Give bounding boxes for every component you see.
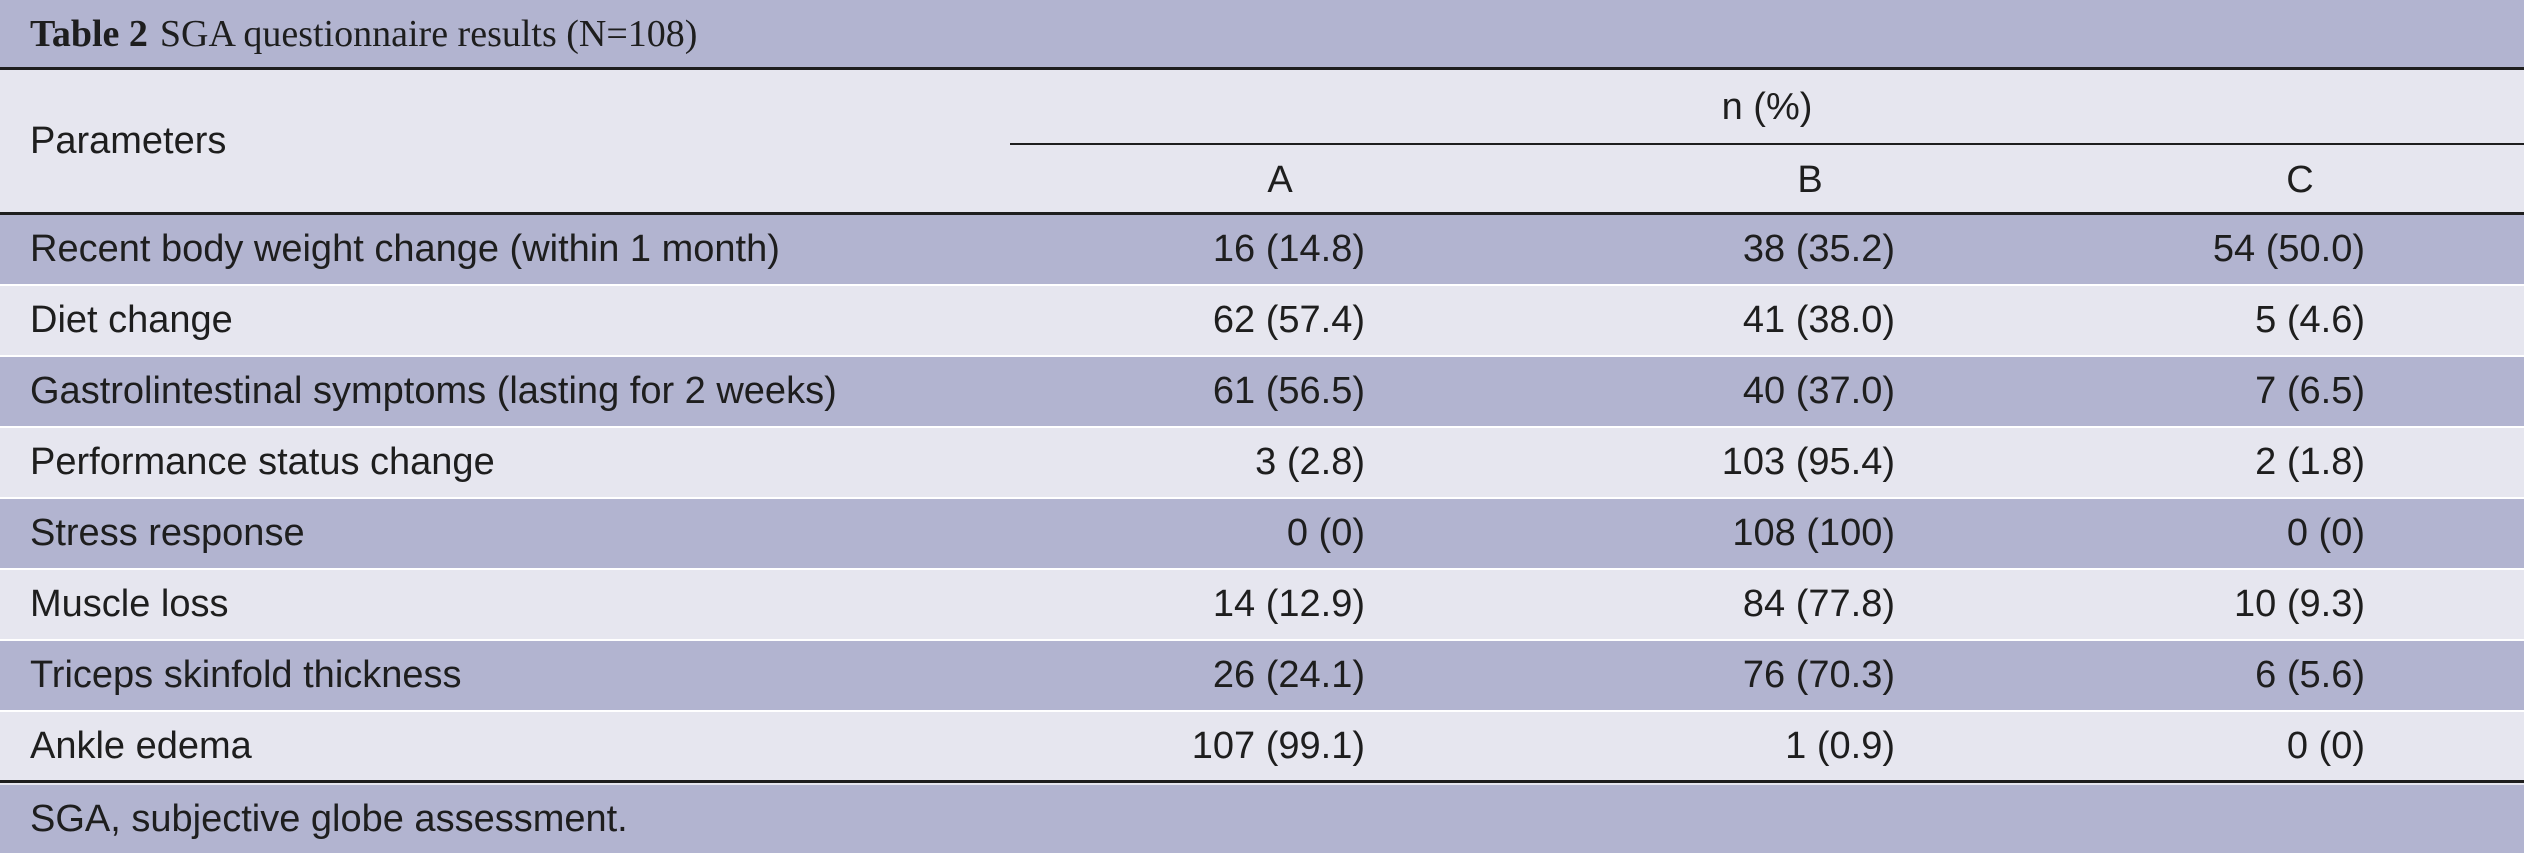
row-value-a: 3 (2.8) [1255, 441, 1365, 483]
table-row: Stress response 0 (0) 108 (100) 0 (0) [0, 499, 2524, 570]
header-group-n-percent: n (%) [1721, 86, 1813, 128]
row-value-c: 5 (4.6) [2255, 299, 2365, 341]
table-row: Ankle edema 107 (99.1) 1 (0.9) 0 (0) [0, 712, 2524, 783]
row-value-c: 6 (5.6) [2255, 654, 2365, 696]
row-value-c: 10 (9.3) [2234, 583, 2365, 625]
row-value-a: 107 (99.1) [1191, 724, 1365, 767]
table-body: Recent body weight change (within 1 mont… [0, 215, 2524, 783]
table-row: Diet change 62 (57.4) 41 (38.0) 5 (4.6) [0, 286, 2524, 357]
header-col-a: A [1267, 158, 1293, 201]
table-row: Muscle loss 14 (12.9) 84 (77.8) 10 (9.3) [0, 570, 2524, 641]
row-parameter: Gastrolintestinal symptoms (lasting for … [30, 370, 837, 412]
row-value-c: 7 (6.5) [2255, 370, 2365, 412]
row-value-b: 76 (70.3) [1742, 654, 1895, 696]
header-col-b: B [1797, 158, 1823, 201]
row-value-b: 1 (0.9) [1785, 724, 1895, 767]
row-value-b: 103 (95.4) [1721, 441, 1895, 483]
row-value-a: 16 (14.8) [1212, 228, 1365, 270]
row-value-c: 0 (0) [2286, 512, 2365, 554]
table-row: Triceps skinfold thickness 26 (24.1) 76 … [0, 641, 2524, 712]
row-value-a: 61 (56.5) [1212, 370, 1365, 412]
table-footnote: SGA, subjective globe assessment. [0, 785, 2524, 853]
row-parameter: Performance status change [30, 441, 495, 483]
row-parameter: Diet change [30, 299, 233, 341]
row-parameter: Muscle loss [30, 583, 229, 625]
table-number: Table 2 [30, 12, 148, 55]
row-value-c: 54 (50.0) [2212, 228, 2365, 270]
table-row: Performance status change 3 (2.8) 103 (9… [0, 428, 2524, 499]
row-value-b: 108 (100) [1732, 512, 1895, 554]
row-parameter: Triceps skinfold thickness [30, 654, 462, 696]
row-value-c: 2 (1.8) [2255, 441, 2365, 483]
row-parameter: Ankle edema [30, 724, 252, 767]
table-title: Table 2 SGA questionnaire results (N=108… [0, 0, 2524, 70]
row-value-b: 84 (77.8) [1742, 583, 1895, 625]
header-group-rule [1010, 143, 2524, 145]
row-value-b: 38 (35.2) [1742, 228, 1895, 270]
table-row: Gastrolintestinal symptoms (lasting for … [0, 357, 2524, 428]
row-value-b: 40 (37.0) [1742, 370, 1895, 412]
header-parameters: Parameters [30, 119, 227, 162]
row-value-a: 14 (12.9) [1212, 583, 1365, 625]
row-value-a: 62 (57.4) [1212, 299, 1365, 341]
row-parameter: Recent body weight change (within 1 mont… [30, 228, 780, 270]
table-caption: SGA questionnaire results (N=108) [159, 12, 698, 55]
row-value-a: 26 (24.1) [1212, 654, 1365, 696]
table-header: Parameters n (%) A B C [0, 70, 2524, 215]
table-row: Recent body weight change (within 1 mont… [0, 215, 2524, 286]
row-value-c: 0 (0) [2286, 724, 2365, 767]
row-parameter: Stress response [30, 512, 305, 554]
row-value-b: 41 (38.0) [1742, 299, 1895, 341]
row-value-a: 0 (0) [1286, 512, 1365, 554]
header-col-c: C [2286, 158, 2314, 201]
